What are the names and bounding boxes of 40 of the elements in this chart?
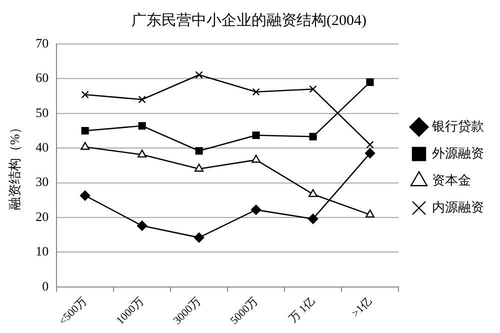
point <box>309 85 317 93</box>
point <box>80 190 90 201</box>
point <box>308 189 318 198</box>
point <box>138 96 146 104</box>
point <box>195 147 203 155</box>
point <box>252 88 260 96</box>
legend-label: 外源融资 <box>432 145 484 160</box>
point <box>138 122 146 130</box>
y-tick-label: 0 <box>42 278 49 294</box>
point <box>308 214 318 224</box>
point <box>194 232 204 243</box>
point <box>250 204 262 215</box>
point <box>366 78 374 86</box>
point <box>252 131 260 140</box>
y-tick-label: 70 <box>36 35 49 50</box>
legend-label: 内源融资 <box>432 199 484 214</box>
point <box>252 154 261 163</box>
point <box>81 90 89 98</box>
point <box>136 220 148 231</box>
chart-title: 广东民营中小企业的融资结构(2004) <box>132 12 366 29</box>
point <box>366 140 374 148</box>
point <box>195 71 203 79</box>
y-tick-label: 10 <box>36 244 49 259</box>
point <box>194 164 204 172</box>
legend-label: 资本金 <box>432 172 471 188</box>
legend-label: 银行贷款 <box>431 118 484 134</box>
point <box>138 150 147 158</box>
point <box>81 126 89 135</box>
y-tick-label: 30 <box>36 174 49 190</box>
point <box>364 148 376 158</box>
y-tick-label: 50 <box>36 104 49 120</box>
point <box>309 132 317 140</box>
x-tick-label: 万 1亿 <box>287 295 318 326</box>
y-tick-label: 60 <box>36 70 49 86</box>
y-tick-label: 20 <box>36 208 49 224</box>
y-axis-title: 融资结构（%） <box>7 120 22 210</box>
y-tick-label: 40 <box>36 139 49 154</box>
point <box>80 142 90 150</box>
x-tick-label: >1亿 <box>350 295 374 320</box>
point <box>366 210 375 218</box>
